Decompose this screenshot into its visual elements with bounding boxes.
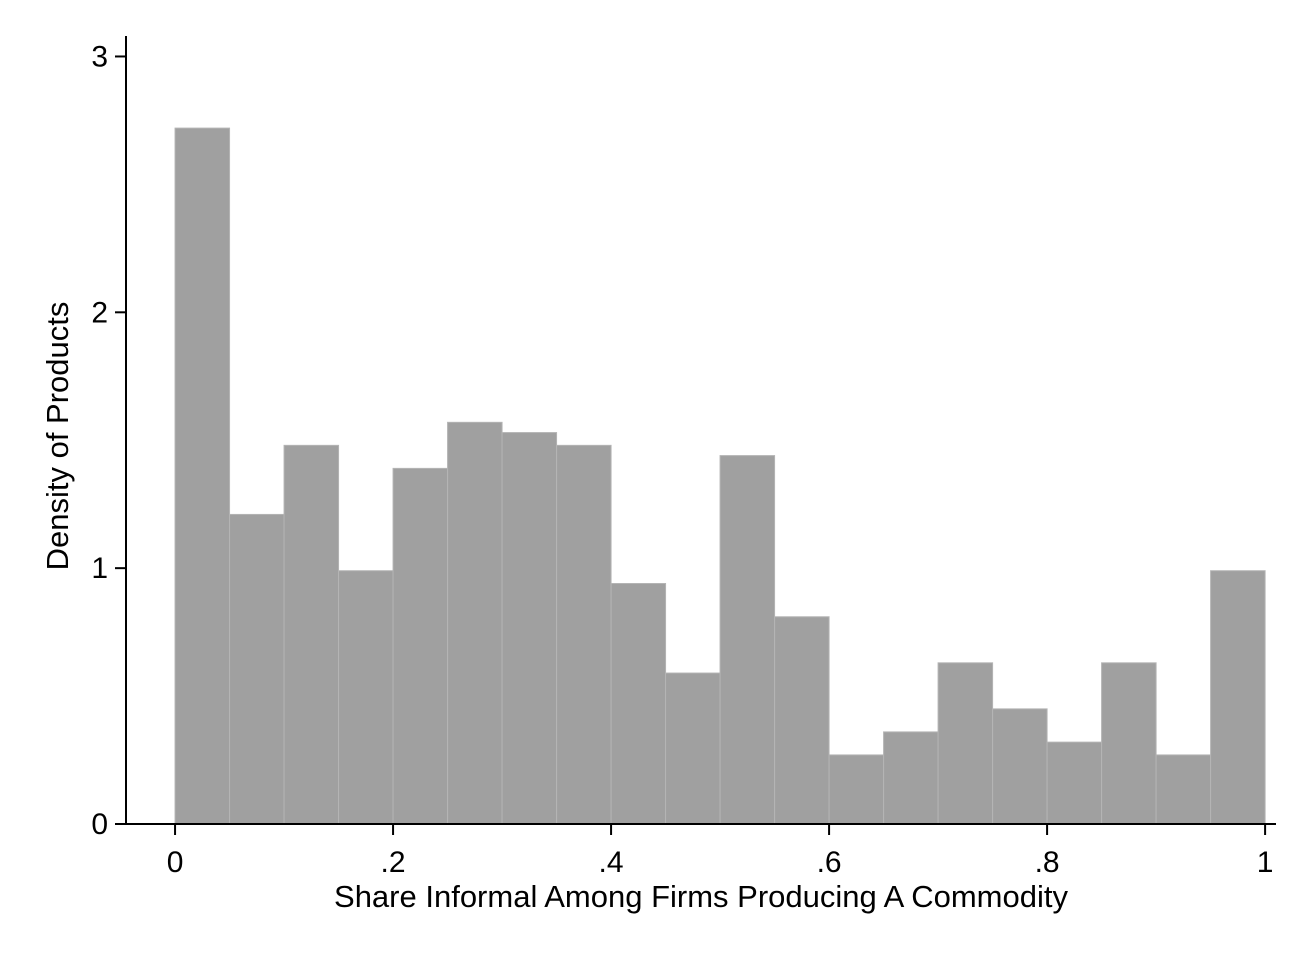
x-tick-label: .4 xyxy=(599,846,624,879)
x-tick-label: .8 xyxy=(1035,846,1060,879)
bars-group xyxy=(174,127,1266,825)
x-tick-label: .2 xyxy=(381,846,406,879)
histogram-bar xyxy=(447,421,503,825)
x-tick-label: 0 xyxy=(167,846,184,879)
histogram-bar xyxy=(1046,741,1103,825)
histogram-bar xyxy=(392,467,449,825)
x-axis-title: Share Informal Among Firms Producing A C… xyxy=(334,879,1068,914)
y-tick-label: 3 xyxy=(91,40,108,73)
histogram-bar xyxy=(937,662,994,825)
histogram-bar xyxy=(883,731,939,825)
histogram-bar xyxy=(828,754,885,825)
histogram-bar xyxy=(556,444,612,825)
y-axis-title: Density of Products xyxy=(40,302,75,571)
x-axis-ticks: 0 .2 .4 .6 .8 1 xyxy=(167,824,1274,879)
histogram-bar xyxy=(665,672,721,825)
histogram-bar xyxy=(1155,754,1212,825)
histogram-bar xyxy=(610,583,667,825)
histogram-bar xyxy=(774,616,830,825)
y-tick-label: 2 xyxy=(91,296,108,329)
x-tick-label: 1 xyxy=(1257,846,1274,879)
histogram-bar xyxy=(229,513,285,825)
x-tick-label: .6 xyxy=(817,846,842,879)
histogram-bar xyxy=(283,444,340,825)
histogram-bar xyxy=(1101,662,1157,825)
y-axis-ticks: 0 1 2 3 xyxy=(91,40,126,841)
histogram-bar xyxy=(338,570,394,825)
y-tick-label: 0 xyxy=(91,808,108,841)
histogram-bar xyxy=(1210,570,1266,825)
histogram-bar xyxy=(174,127,231,825)
histogram-bar xyxy=(992,708,1048,825)
histogram-bar xyxy=(719,455,776,825)
histogram-bar xyxy=(501,432,558,825)
y-tick-label: 1 xyxy=(91,552,108,585)
